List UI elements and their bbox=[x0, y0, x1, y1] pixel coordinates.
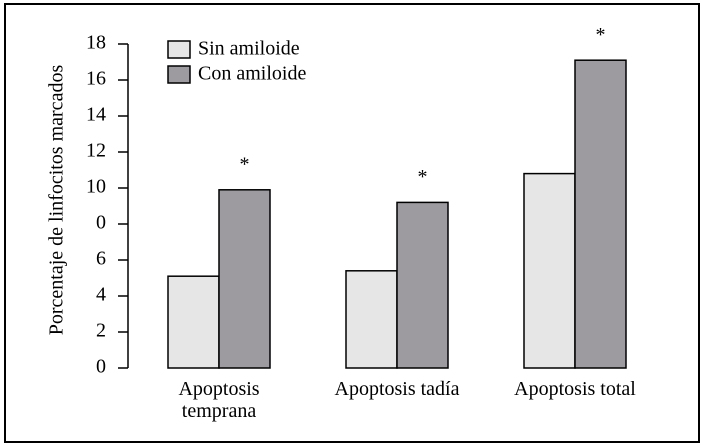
bar bbox=[167, 275, 220, 369]
x-tick-label: Apoptosis temprana bbox=[178, 378, 260, 422]
bar bbox=[345, 270, 398, 369]
y-tick-label: 14 bbox=[86, 104, 106, 126]
y-tick-label: 6 bbox=[96, 248, 106, 270]
bar bbox=[396, 201, 449, 369]
y-tick-label: 4 bbox=[96, 284, 106, 306]
frame bbox=[4, 3, 700, 443]
y-tick-label: 2 bbox=[96, 320, 106, 342]
y-tick-label: 12 bbox=[86, 140, 106, 162]
annotation: * bbox=[418, 166, 428, 188]
legend-swatch bbox=[167, 40, 191, 59]
annotation: * bbox=[240, 153, 250, 175]
y-tick-label: 16 bbox=[86, 68, 106, 90]
bar bbox=[574, 59, 627, 369]
legend-label: Con amiloide bbox=[198, 63, 306, 85]
y-tick-label: 10 bbox=[86, 176, 106, 198]
legend-swatch bbox=[167, 65, 191, 84]
bar bbox=[218, 189, 271, 369]
x-tick-label: Apoptosis total bbox=[514, 378, 636, 400]
annotation: * bbox=[596, 24, 606, 46]
bar bbox=[523, 172, 576, 369]
y-tick-label: 18 bbox=[86, 32, 106, 54]
y-tick-label: 0 bbox=[96, 356, 106, 378]
y-axis-label: Porcentaje de linfocitos marcados bbox=[46, 65, 68, 336]
x-tick-label: Apoptosis tadía bbox=[334, 378, 460, 400]
legend-label: Sin amiloide bbox=[198, 38, 300, 60]
y-tick-label: 0 bbox=[96, 212, 106, 234]
